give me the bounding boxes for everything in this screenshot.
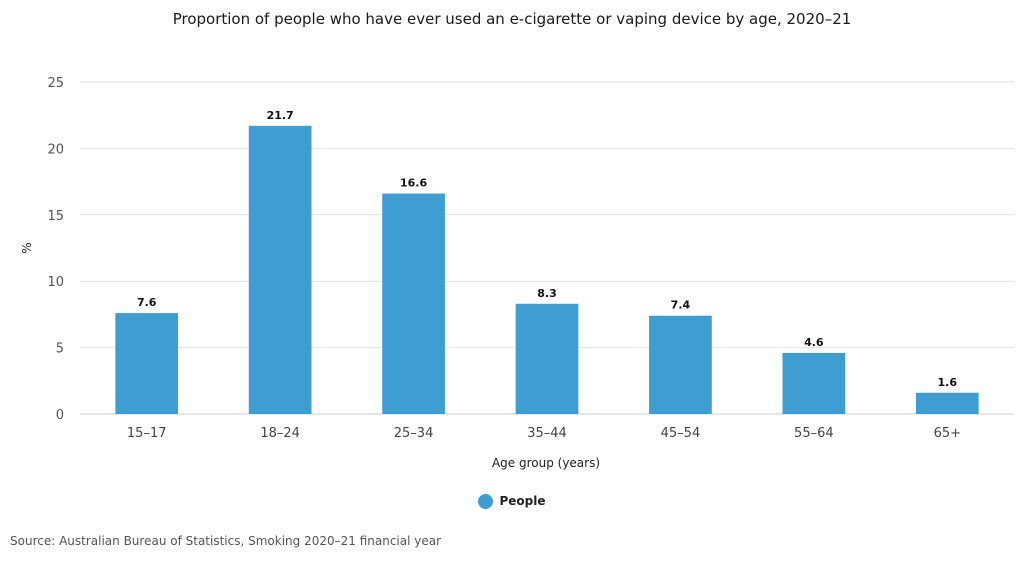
source-note: Source: Australian Bureau of Statistics,… bbox=[10, 534, 442, 548]
x-tick-label: 25–34 bbox=[394, 426, 434, 441]
y-tick-label: 15 bbox=[47, 209, 64, 224]
x-tick-label: 35–44 bbox=[527, 426, 567, 441]
y-tick-label: 0 bbox=[56, 408, 64, 423]
data-label: 1.6 bbox=[938, 376, 958, 389]
legend-label: People bbox=[499, 494, 546, 508]
bar-45–54[interactable] bbox=[649, 315, 712, 414]
bars bbox=[115, 125, 979, 414]
data-label: 7.6 bbox=[137, 296, 157, 309]
legend[interactable]: People bbox=[0, 494, 1024, 509]
x-tick-label: 55–64 bbox=[794, 426, 834, 441]
bar-65+[interactable] bbox=[915, 392, 979, 414]
y-tick-label: 20 bbox=[47, 142, 64, 157]
bar-55–64[interactable] bbox=[782, 352, 846, 414]
bar-15–17[interactable] bbox=[115, 313, 179, 414]
x-tick-label: 18–24 bbox=[260, 426, 300, 441]
x-axis-ticks: 15–17 18–24 25–34 35–44 45–54 55–64 65+ bbox=[127, 426, 961, 441]
x-tick-label: 65+ bbox=[934, 426, 961, 441]
y-tick-label: 25 bbox=[47, 76, 64, 91]
data-label: 4.6 bbox=[804, 336, 824, 349]
chart-title: Proportion of people who have ever used … bbox=[172, 10, 852, 28]
data-label: 21.7 bbox=[267, 109, 294, 122]
bar-35–44[interactable] bbox=[515, 303, 579, 414]
x-tick-label: 45–54 bbox=[661, 426, 701, 441]
data-label: 16.6 bbox=[400, 177, 427, 190]
y-tick-label: 5 bbox=[56, 342, 64, 357]
x-axis-title: Age group (years) bbox=[492, 456, 600, 470]
bar-18–24[interactable] bbox=[248, 125, 312, 414]
x-tick-label: 15–17 bbox=[127, 426, 167, 441]
data-label: 8.3 bbox=[537, 287, 557, 300]
legend-marker bbox=[478, 494, 494, 509]
y-axis-ticks: 0 5 10 15 20 25 bbox=[47, 76, 64, 423]
bar-25–34[interactable] bbox=[382, 193, 445, 414]
data-labels: 7.6 21.7 16.6 8.3 7.4 4.6 1.6 bbox=[137, 109, 957, 389]
data-label: 7.4 bbox=[671, 299, 691, 312]
y-axis-title: % bbox=[20, 242, 34, 253]
y-tick-label: 10 bbox=[47, 275, 64, 290]
